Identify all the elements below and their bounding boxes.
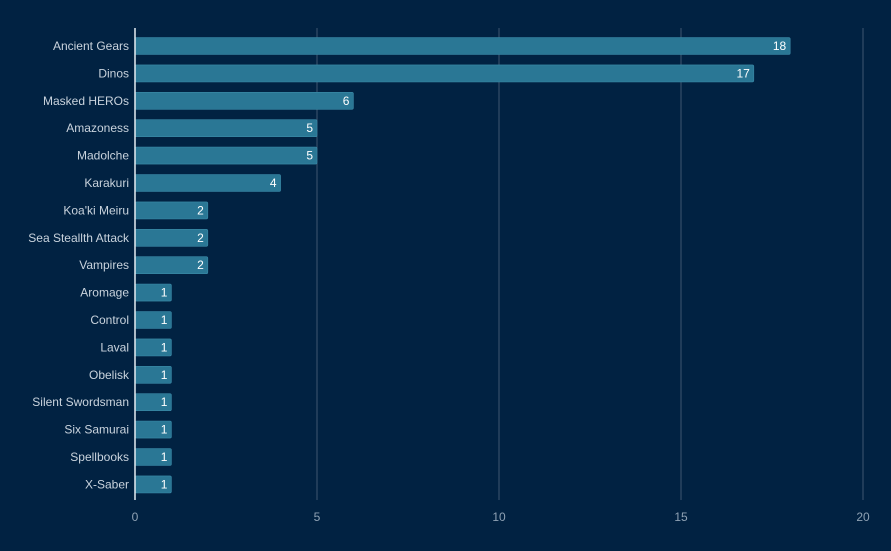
data-label: 6: [343, 94, 350, 108]
data-label: 1: [161, 286, 168, 300]
category-label: Laval: [100, 340, 129, 354]
data-label: 2: [197, 258, 204, 272]
category-label: Control: [90, 313, 129, 327]
data-label: 5: [306, 149, 313, 163]
bar: [134, 146, 318, 165]
bar: [134, 119, 318, 137]
category-label: Six Samurai: [64, 423, 129, 437]
category-label: Amazoness: [66, 121, 129, 135]
x-tick-label: 10: [492, 510, 506, 524]
category-label: Madolche: [77, 149, 129, 163]
data-label: 2: [197, 203, 204, 217]
x-tick-label: 15: [674, 510, 688, 524]
category-label: X-Saber: [85, 477, 129, 491]
data-label: 1: [161, 450, 168, 464]
category-label: Aromage: [80, 286, 129, 300]
category-label: Spellbooks: [70, 450, 129, 464]
data-label: 2: [197, 231, 204, 245]
data-label: 18: [773, 39, 787, 53]
category-label: Silent Swordsman: [32, 395, 129, 409]
bar: [134, 64, 755, 83]
data-label: 1: [161, 395, 168, 409]
data-label: 4: [270, 176, 277, 190]
bar: [134, 92, 354, 110]
category-label: Obelisk: [89, 368, 130, 382]
data-label: 1: [161, 423, 168, 437]
data-label: 17: [736, 66, 750, 80]
category-label: Ancient Gears: [53, 39, 129, 53]
category-label: Vampires: [79, 258, 129, 272]
x-tick-label: 0: [132, 510, 139, 524]
data-label: 1: [161, 313, 168, 327]
category-label: Dinos: [98, 66, 129, 80]
x-axis-ticks: 0 5 10 15 20: [132, 510, 870, 524]
bar: [134, 174, 281, 192]
data-label: 1: [161, 368, 168, 382]
data-labels: 18 17 6 5 5 4 2 2 2 1 1 1 1 1 1 1 1: [161, 39, 787, 491]
bars: [134, 37, 791, 494]
category-label: Masked HEROs: [43, 94, 129, 108]
gridlines: [316, 28, 864, 500]
data-label: 1: [161, 477, 168, 491]
category-label: Sea Steallth Attack: [28, 231, 130, 245]
data-label: 5: [306, 121, 313, 135]
x-tick-label: 20: [856, 510, 870, 524]
bar: [134, 37, 791, 55]
category-labels: Ancient Gears Dinos Masked HEROs Amazoness M…: [28, 39, 130, 491]
category-label: Karakuri: [84, 176, 129, 190]
data-label: 1: [161, 340, 168, 354]
category-label: Koa'ki Meiru: [63, 203, 129, 217]
x-tick-label: 5: [314, 510, 321, 524]
